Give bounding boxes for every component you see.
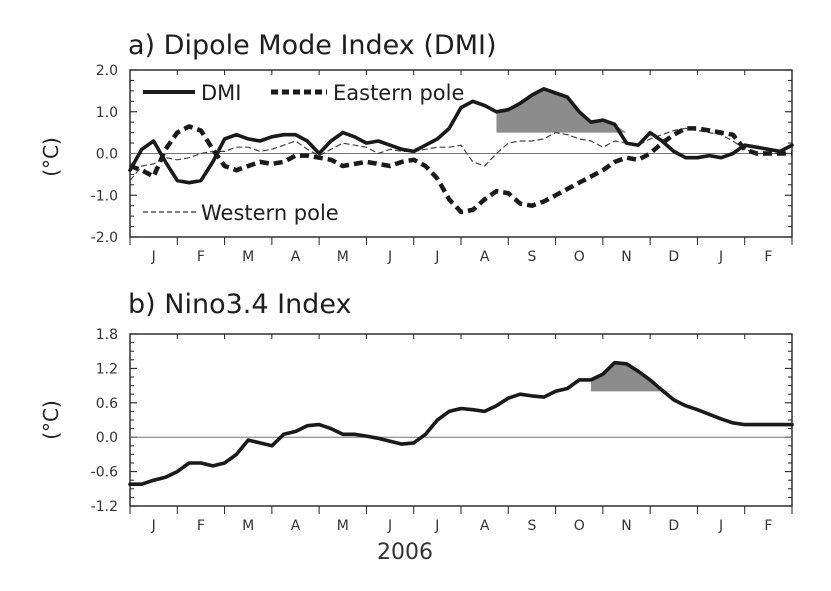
nino34-series-group xyxy=(128,360,794,486)
x-tick-label: M xyxy=(337,518,349,534)
x-tick-label: S xyxy=(527,249,536,265)
nino34-x-axis-label: 2006 xyxy=(377,540,433,565)
legend-item-dmi: DMI xyxy=(143,81,241,105)
nino34-panel: b) Nino3.4 Index (°C) 1.8 1.2 0.6 0.0 -0.6 -1… xyxy=(39,289,794,565)
x-tick-label: M xyxy=(337,249,349,265)
x-tick-label: J xyxy=(718,518,723,534)
x-tick-label: M xyxy=(242,518,254,534)
legend-item-eastern-pole: Eastern pole xyxy=(271,81,464,105)
legend-label-eastern-pole: Eastern pole xyxy=(333,81,464,105)
x-tick-label: A xyxy=(480,518,490,534)
y-tick-label: -0.6 xyxy=(91,465,118,481)
legend-item-western-pole: Western pole xyxy=(143,201,339,225)
y-tick-label: -2.0 xyxy=(91,230,118,246)
x-tick-label: F xyxy=(764,249,772,265)
x-tick-label: A xyxy=(291,249,301,265)
y-tick-label: 1.0 xyxy=(96,105,118,121)
y-tick-label: -1.2 xyxy=(91,499,118,515)
x-tick-label: J xyxy=(387,518,392,534)
x-tick-label: J xyxy=(434,249,439,265)
legend-label-western-pole: Western pole xyxy=(201,201,339,225)
x-tick-label: F xyxy=(197,249,205,265)
x-tick-label: S xyxy=(527,518,536,534)
nino34-y-axis-label: (°C) xyxy=(39,400,63,440)
x-tick-label: J xyxy=(151,518,156,534)
x-tick-label: O xyxy=(574,518,585,534)
x-tick-label: M xyxy=(242,249,254,265)
x-tick-label: J xyxy=(151,249,156,265)
x-tick-label: J xyxy=(718,249,723,265)
x-tick-label: J xyxy=(434,518,439,534)
dmi-series-group xyxy=(128,87,794,215)
x-tick-label: A xyxy=(291,518,301,534)
y-tick-label: 1.8 xyxy=(96,327,118,343)
nino34-shading-group xyxy=(591,362,722,392)
nino34-y-tick-labels: 1.8 1.2 0.6 0.0 -0.6 -1.2 xyxy=(91,327,118,515)
dmi-legend: DMI Eastern pole Western pole xyxy=(143,81,464,225)
dmi-chart-title: a) Dipole Mode Index (DMI) xyxy=(128,30,496,61)
dmi-y-tick-labels: 2.0 1.0 0.0 -1.0 -2.0 xyxy=(91,63,118,246)
x-tick-label: D xyxy=(668,249,679,265)
nino34-shaded-area xyxy=(591,362,722,392)
x-tick-label: J xyxy=(387,249,392,265)
y-tick-label: 2.0 xyxy=(96,63,118,79)
x-tick-label: F xyxy=(764,518,772,534)
y-tick-label: 1.2 xyxy=(96,361,118,377)
x-tick-label: F xyxy=(197,518,205,534)
x-tick-label: A xyxy=(480,249,490,265)
nino34-chart-title: b) Nino3.4 Index xyxy=(128,289,351,320)
dmi-y-axis-label: (°C) xyxy=(39,137,63,177)
dmi-panel: a) Dipole Mode Index (DMI) (°C) 2.0 1.0 0.… xyxy=(39,30,794,265)
y-tick-label: 0.0 xyxy=(96,430,118,446)
nino34-tick-group xyxy=(129,333,793,514)
series-line-dmi xyxy=(128,87,794,185)
x-tick-label: N xyxy=(621,518,631,534)
legend-label-dmi: DMI xyxy=(201,81,241,105)
series-line-nino3-4 xyxy=(128,360,794,486)
nino34-plot-frame xyxy=(129,333,793,507)
x-tick-label: O xyxy=(574,249,585,265)
series-line-eastern-pole xyxy=(129,124,792,215)
y-tick-label: -1.0 xyxy=(91,188,118,204)
y-tick-label: 0.0 xyxy=(96,147,118,163)
y-tick-label: 0.6 xyxy=(96,396,118,412)
x-tick-label: D xyxy=(668,518,679,534)
x-tick-label: N xyxy=(621,249,631,265)
